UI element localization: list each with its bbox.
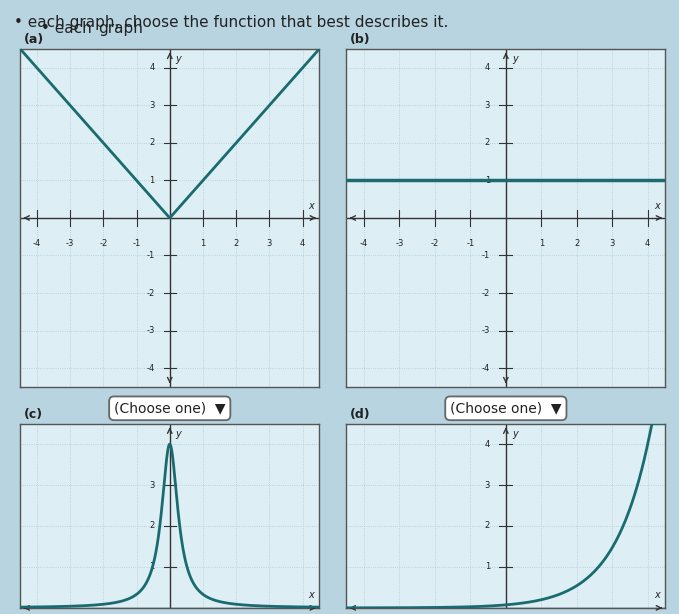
Text: • each: • each (41, 21, 96, 36)
Text: -2: -2 (147, 289, 155, 298)
Text: x: x (655, 201, 660, 211)
Text: 3: 3 (149, 101, 155, 110)
Text: 1: 1 (485, 562, 490, 572)
Text: 2: 2 (485, 521, 490, 530)
Text: y: y (176, 54, 181, 64)
Text: 3: 3 (610, 239, 615, 248)
Text: -1: -1 (466, 239, 475, 248)
Text: graph: graph (98, 21, 143, 36)
Text: 4: 4 (485, 440, 490, 449)
Text: -4: -4 (360, 239, 368, 248)
Text: 4: 4 (149, 63, 155, 72)
Text: 1: 1 (200, 239, 206, 248)
Text: 3: 3 (149, 481, 155, 489)
Text: -2: -2 (430, 239, 439, 248)
Text: -2: -2 (99, 239, 107, 248)
Text: -4: -4 (481, 363, 490, 373)
Text: -3: -3 (66, 239, 75, 248)
Text: -4: -4 (33, 239, 41, 248)
Text: 1: 1 (538, 239, 544, 248)
Text: -3: -3 (395, 239, 404, 248)
Text: -2: -2 (481, 289, 490, 298)
Text: -3: -3 (481, 326, 490, 335)
Text: (c): (c) (24, 408, 43, 421)
Text: -3: -3 (147, 326, 155, 335)
Text: -1: -1 (147, 251, 155, 260)
Text: -1: -1 (132, 239, 141, 248)
Text: 4: 4 (300, 239, 305, 248)
Text: 2: 2 (574, 239, 579, 248)
Text: x: x (655, 591, 660, 600)
Text: y: y (512, 429, 518, 439)
Text: 1: 1 (149, 562, 155, 572)
Text: 3: 3 (485, 101, 490, 110)
Text: 2: 2 (485, 138, 490, 147)
Text: 4: 4 (485, 63, 490, 72)
Text: y: y (176, 429, 181, 439)
Text: x: x (309, 591, 314, 600)
Text: (Choose one)  ▼: (Choose one) ▼ (114, 402, 225, 415)
Text: 2: 2 (234, 239, 239, 248)
Text: 3: 3 (485, 481, 490, 489)
Text: (a): (a) (24, 33, 44, 46)
Text: 1: 1 (485, 176, 490, 185)
Text: y: y (512, 54, 518, 64)
Text: 2: 2 (149, 138, 155, 147)
Text: • each graph, choose the function that best describes it.: • each graph, choose the function that b… (14, 15, 448, 30)
Text: x: x (309, 201, 314, 211)
Text: (b): (b) (350, 33, 370, 46)
Text: 3: 3 (267, 239, 272, 248)
Text: -1: -1 (481, 251, 490, 260)
Text: (Choose one)  ▼: (Choose one) ▼ (450, 402, 562, 415)
Text: 1: 1 (149, 176, 155, 185)
Text: (d): (d) (350, 408, 370, 421)
Text: -4: -4 (147, 363, 155, 373)
Text: 2: 2 (149, 521, 155, 530)
Text: 4: 4 (645, 239, 650, 248)
